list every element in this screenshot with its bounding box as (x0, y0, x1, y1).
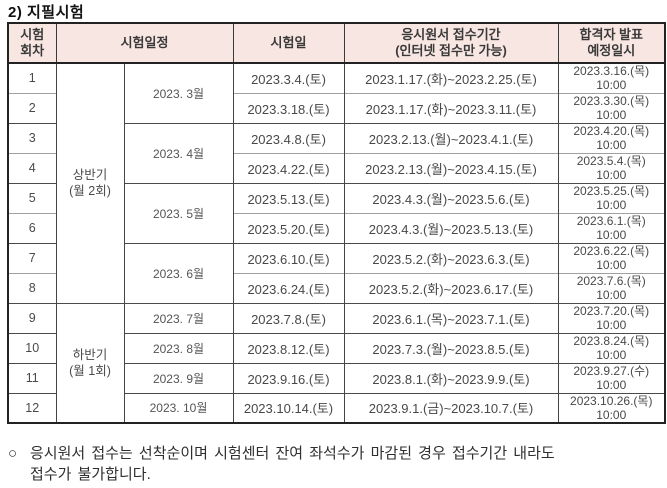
month-cell: 2023. 5월 (123, 182, 234, 243)
exam-table-body: 1 상반기 (월 2회) 2023. 3월 2023.3.4.(토) 2023.1.17… (7, 62, 666, 423)
exam-date-cell: 2023.7.8.(토) (232, 302, 345, 333)
round-cell: 10 (7, 332, 57, 363)
month-cell: 2023. 8월 (123, 332, 234, 363)
round-cell: 3 (7, 122, 57, 153)
application-period-cell: 2023.1.17.(화)~2023.2.25.(토) (343, 62, 559, 93)
table-row: 1 상반기 (월 2회) 2023. 3월 2023.3.4.(토) 2023.1.17… (7, 62, 666, 303)
month-cell: 2023. 4월 (123, 122, 234, 183)
header-application-period: 응시원서 접수기간 (인터넷 접수만 가능) (343, 22, 559, 64)
announcement-cell: 2023.3.16.(목) 10:00 (557, 62, 666, 93)
month-cell: 2023. 9월 (123, 362, 234, 393)
round-cell: 8 (7, 272, 57, 303)
table-row: 8 2023.6.24.(토) 2023.5.2.(화)~2023.6.17.(토)… (7, 272, 666, 303)
round-cell: 9 (7, 302, 57, 333)
application-period-cell: 2023.5.2.(화)~2023.6.3.(토) (343, 242, 559, 273)
announcement-cell: 2023.6.22.(목) 10:00 (557, 242, 666, 273)
table-row: 10 2023. 8월 2023.8.12.(토) 2023.7.3.(월)~2023… (7, 332, 666, 363)
exam-date-cell: 2023.5.13.(토) (232, 182, 345, 213)
application-period-cell: 2023.4.3.(월)~2023.5.6.(토) (343, 182, 559, 213)
round-cell: 2 (7, 92, 57, 123)
exam-date-cell: 2023.6.24.(토) (232, 272, 345, 303)
table-row: 6 2023.5.20.(토) 2023.4.3.(월)~2023.5.13.(토)… (7, 212, 666, 243)
announcement-cell: 2023.3.30.(목) 10:00 (557, 92, 666, 123)
announcement-cell: 2023.5.4.(목) 10:00 (557, 152, 666, 183)
application-period-cell: 2023.6.1.(목)~2023.7.1.(토) (343, 302, 559, 333)
exam-date-cell: 2023.10.14.(토) (232, 392, 345, 423)
table-row: 7 2023. 6월 2023.6.10.(토) 2023.5.2.(화)~2023.… (7, 242, 666, 303)
round-cell: 11 (7, 362, 57, 393)
application-period-cell: 2023.4.3.(월)~2023.5.13.(토) (343, 212, 559, 243)
footnote-text: 응시원서 접수는 선착순이며 시험센터 잔여 좌석수가 마감된 경우 접수기간 … (30, 445, 555, 483)
table-row: 5 2023. 5월 2023.5.13.(토) 2023.4.3.(월)~2023.… (7, 182, 666, 243)
month-cell: 2023. 3월 (123, 62, 234, 123)
half-period-cell: 상반기 (월 2회) (55, 62, 125, 303)
half-period-cell: 하반기 (월 1회) (55, 302, 125, 423)
footnote: ○ 응시원서 접수는 선착순이며 시험센터 잔여 좌석수가 마감된 경우 접수기… (8, 443, 662, 485)
table-row: 11 2023. 9월 2023.9.16.(토) 2023.8.1.(화)~2023… (7, 362, 666, 393)
round-cell: 4 (7, 152, 57, 183)
announcement-cell: 2023.5.25.(목) 10:00 (557, 182, 666, 213)
table-row: 12 2023. 10월 2023.10.14.(토) 2023.9.1.(금)~20… (7, 392, 666, 423)
round-cell: 12 (7, 392, 57, 423)
application-period-cell: 2023.7.3.(월)~2023.8.5.(토) (343, 332, 559, 363)
application-period-cell: 2023.5.2.(화)~2023.6.17.(토) (343, 272, 559, 303)
exam-date-cell: 2023.6.10.(토) (232, 242, 345, 273)
announcement-cell: 2023.7.20.(목) 10:00 (557, 302, 666, 333)
application-period-cell: 2023.9.1.(금)~2023.10.7.(토) (343, 392, 559, 423)
announcement-cell: 2023.10.26.(목) 10:00 (557, 392, 666, 423)
table-header: 시험 회차 시험일정 시험일 응시원서 접수기간 (인터넷 접수만 가능) 합격… (7, 22, 666, 64)
header-exam-date: 시험일 (232, 22, 345, 64)
exam-schedule-table: 시험 회차 시험일정 시험일 응시원서 접수기간 (인터넷 접수만 가능) 합격… (7, 22, 666, 424)
announcement-cell: 2023.8.24.(목) 10:00 (557, 332, 666, 363)
header-round: 시험 회차 (7, 22, 57, 64)
header-row: 시험 회차 시험일정 시험일 응시원서 접수기간 (인터넷 접수만 가능) 합격… (7, 22, 666, 64)
header-announcement: 합격자 발표 예정일시 (557, 22, 666, 64)
exam-date-cell: 2023.3.4.(토) (232, 62, 345, 93)
round-cell: 7 (7, 242, 57, 273)
application-period-cell: 2023.2.13.(월)~2023.4.15.(토) (343, 152, 559, 183)
month-cell: 2023. 7월 (123, 302, 234, 333)
month-cell: 2023. 10월 (123, 392, 234, 423)
exam-date-cell: 2023.4.8.(토) (232, 122, 345, 153)
round-cell: 6 (7, 212, 57, 243)
table-row: 3 2023. 4월 2023.4.8.(토) 2023.2.13.(월)~2023.… (7, 122, 666, 183)
application-period-cell: 2023.1.17.(화)~2023.3.11.(토) (343, 92, 559, 123)
header-schedule: 시험일정 (55, 22, 234, 64)
table-row: 2 2023.3.18.(토) 2023.1.17.(화)~2023.3.11.(토… (7, 92, 666, 123)
exam-date-cell: 2023.5.20.(토) (232, 212, 345, 243)
exam-date-cell: 2023.9.16.(토) (232, 362, 345, 393)
month-cell: 2023. 6월 (123, 242, 234, 303)
table-row: 9 하반기 (월 1회) 2023. 7월 2023.7.8.(토) 2023.6.1.… (7, 302, 666, 423)
application-period-cell: 2023.8.1.(화)~2023.9.9.(토) (343, 362, 559, 393)
application-period-cell: 2023.2.13.(월)~2023.4.1.(토) (343, 122, 559, 153)
exam-date-cell: 2023.8.12.(토) (232, 332, 345, 363)
exam-date-cell: 2023.3.18.(토) (232, 92, 345, 123)
exam-date-cell: 2023.4.22.(토) (232, 152, 345, 183)
announcement-cell: 2023.7.6.(목) 10:00 (557, 272, 666, 303)
announcement-cell: 2023.6.1.(목) 10:00 (557, 212, 666, 243)
table-row: 4 2023.4.22.(토) 2023.2.13.(월)~2023.4.15.(토… (7, 152, 666, 183)
footnote-bullet-icon: ○ (8, 445, 18, 462)
announcement-cell: 2023.4.20.(목) 10:00 (557, 122, 666, 153)
round-cell: 5 (7, 182, 57, 213)
round-cell: 1 (7, 62, 57, 93)
announcement-cell: 2023.9.27.(수) 10:00 (557, 362, 666, 393)
